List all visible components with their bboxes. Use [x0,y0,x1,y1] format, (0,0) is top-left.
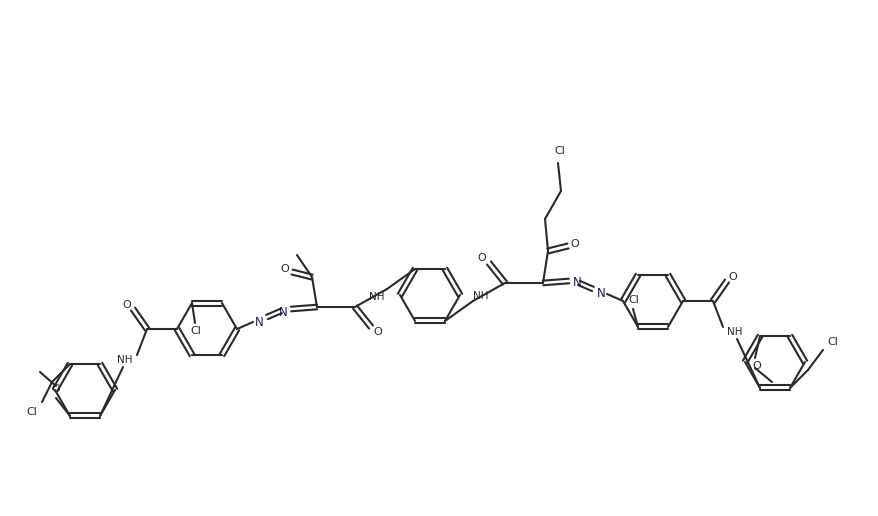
Text: N: N [278,305,287,318]
Text: NH: NH [726,327,742,337]
Text: NH: NH [369,292,385,302]
Text: Cl: Cl [554,146,565,156]
Text: N: N [596,287,605,300]
Text: O: O [52,384,61,394]
Text: O: O [280,264,289,274]
Text: O: O [728,272,737,282]
Text: NH: NH [117,355,133,365]
Text: O: O [123,300,131,310]
Text: N: N [255,315,263,329]
Text: Cl: Cl [826,337,838,347]
Text: Cl: Cl [191,326,201,336]
Text: Cl: Cl [26,407,38,417]
Text: O: O [570,239,579,249]
Text: O: O [373,327,382,337]
Text: O: O [752,361,760,371]
Text: Cl: Cl [628,295,638,305]
Text: NH: NH [472,291,488,301]
Text: O: O [477,253,486,263]
Text: N: N [572,277,580,289]
